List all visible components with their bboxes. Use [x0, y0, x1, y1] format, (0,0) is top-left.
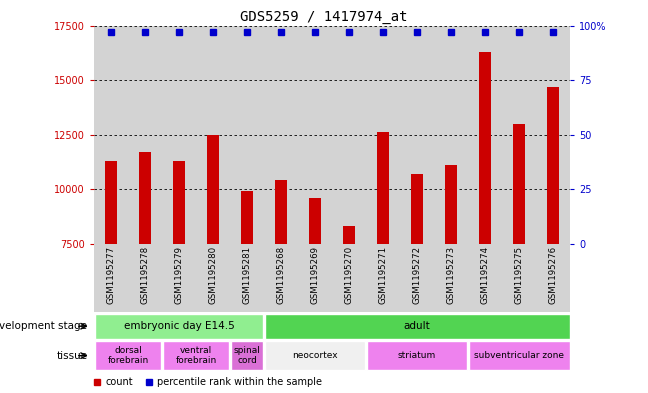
Text: spinal
cord: spinal cord [234, 346, 260, 365]
Text: GSM1195269: GSM1195269 [310, 246, 319, 304]
Text: GSM1195278: GSM1195278 [141, 246, 150, 304]
Bar [163, 341, 229, 370]
Bar [411, 174, 423, 244]
Text: GSM1195279: GSM1195279 [174, 246, 183, 304]
Text: GSM1195281: GSM1195281 [242, 246, 251, 304]
Text: subventricular zone: subventricular zone [474, 351, 564, 360]
Bar [241, 191, 253, 244]
Text: percentile rank within the sample: percentile rank within the sample [157, 377, 323, 387]
Bar [309, 198, 321, 244]
Text: count: count [106, 377, 133, 387]
Text: GSM1195270: GSM1195270 [345, 246, 354, 304]
Text: GSM1195277: GSM1195277 [106, 246, 115, 304]
Text: GDS5259 / 1417974_at: GDS5259 / 1417974_at [240, 10, 408, 24]
Text: neocortex: neocortex [292, 351, 338, 360]
Text: GSM1195276: GSM1195276 [549, 246, 558, 304]
Bar [513, 124, 525, 244]
Text: embryonic day E14.5: embryonic day E14.5 [124, 321, 235, 331]
Bar [95, 341, 161, 370]
Bar [445, 165, 457, 244]
Bar [548, 86, 559, 244]
Bar [480, 52, 491, 244]
Bar [105, 161, 117, 244]
Bar [207, 134, 219, 244]
Text: tissue: tissue [56, 351, 87, 361]
Text: GSM1195273: GSM1195273 [446, 246, 456, 304]
Text: GSM1195274: GSM1195274 [481, 246, 490, 304]
Bar [139, 152, 151, 244]
Text: adult: adult [404, 321, 430, 331]
Text: GSM1195280: GSM1195280 [209, 246, 218, 304]
Text: GSM1195275: GSM1195275 [515, 246, 524, 304]
Bar [343, 226, 355, 244]
Bar [377, 132, 389, 244]
Text: GSM1195268: GSM1195268 [277, 246, 286, 304]
Bar [95, 314, 263, 339]
Text: GSM1195272: GSM1195272 [413, 246, 422, 304]
Bar [173, 161, 185, 244]
Bar [265, 341, 365, 370]
Bar [265, 314, 570, 339]
Bar [469, 341, 570, 370]
Bar [231, 341, 263, 370]
Text: GSM1195271: GSM1195271 [378, 246, 388, 304]
Text: striatum: striatum [398, 351, 436, 360]
Bar [367, 341, 467, 370]
Text: development stage: development stage [0, 321, 87, 331]
Bar [275, 180, 287, 244]
Text: dorsal
forebrain: dorsal forebrain [108, 346, 148, 365]
Text: ventral
forebrain: ventral forebrain [176, 346, 216, 365]
